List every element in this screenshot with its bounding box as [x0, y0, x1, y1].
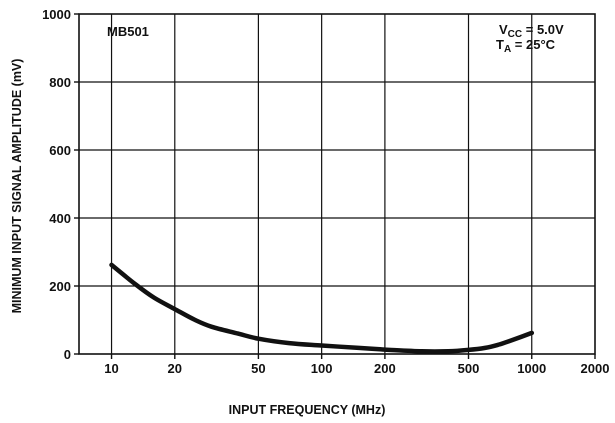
vcc-symbol: V: [499, 22, 508, 37]
y-tick-label: 0: [64, 347, 71, 362]
vcc-annotation: VCC = 5.0V: [499, 22, 564, 40]
ta-annotation: TA = 25°C: [496, 37, 556, 55]
x-tick-label: 2000: [581, 361, 610, 376]
x-tick-label: 500: [458, 361, 480, 376]
ta-subscript: A: [504, 44, 511, 55]
x-tick-label: 1000: [517, 361, 546, 376]
device-label: MB501: [107, 24, 149, 39]
y-tick-label: 800: [49, 75, 71, 90]
y-tick-label: 600: [49, 143, 71, 158]
vcc-subscript: CC: [508, 29, 522, 40]
x-axis-label: INPUT FREQUENCY (MHz): [229, 403, 386, 417]
ta-value: = 25°C: [511, 37, 555, 52]
vcc-value: = 5.0V: [522, 22, 564, 37]
y-tick-label: 200: [49, 279, 71, 294]
tick-labels: 10 20 50 100 200 500 1000 2000 0 200 400 600 800 1000: [42, 7, 609, 376]
grid: [79, 14, 595, 354]
series-layer: [109, 262, 535, 354]
x-tick-label: 100: [311, 361, 333, 376]
ta-symbol: T: [496, 37, 504, 52]
x-tick-label: 10: [104, 361, 118, 376]
x-tick-label: 200: [374, 361, 396, 376]
x-tick-label: 20: [168, 361, 182, 376]
plot-frame: [78, 13, 596, 355]
x-tick-label: 50: [251, 361, 265, 376]
y-tick-label: 400: [49, 211, 71, 226]
series-line: [109, 262, 535, 354]
y-axis-label: MINIMUM INPUT SIGNAL AMPLITUDE (mV): [10, 59, 24, 314]
y-tick-label: 1000: [42, 7, 71, 22]
axes: [74, 13, 596, 359]
